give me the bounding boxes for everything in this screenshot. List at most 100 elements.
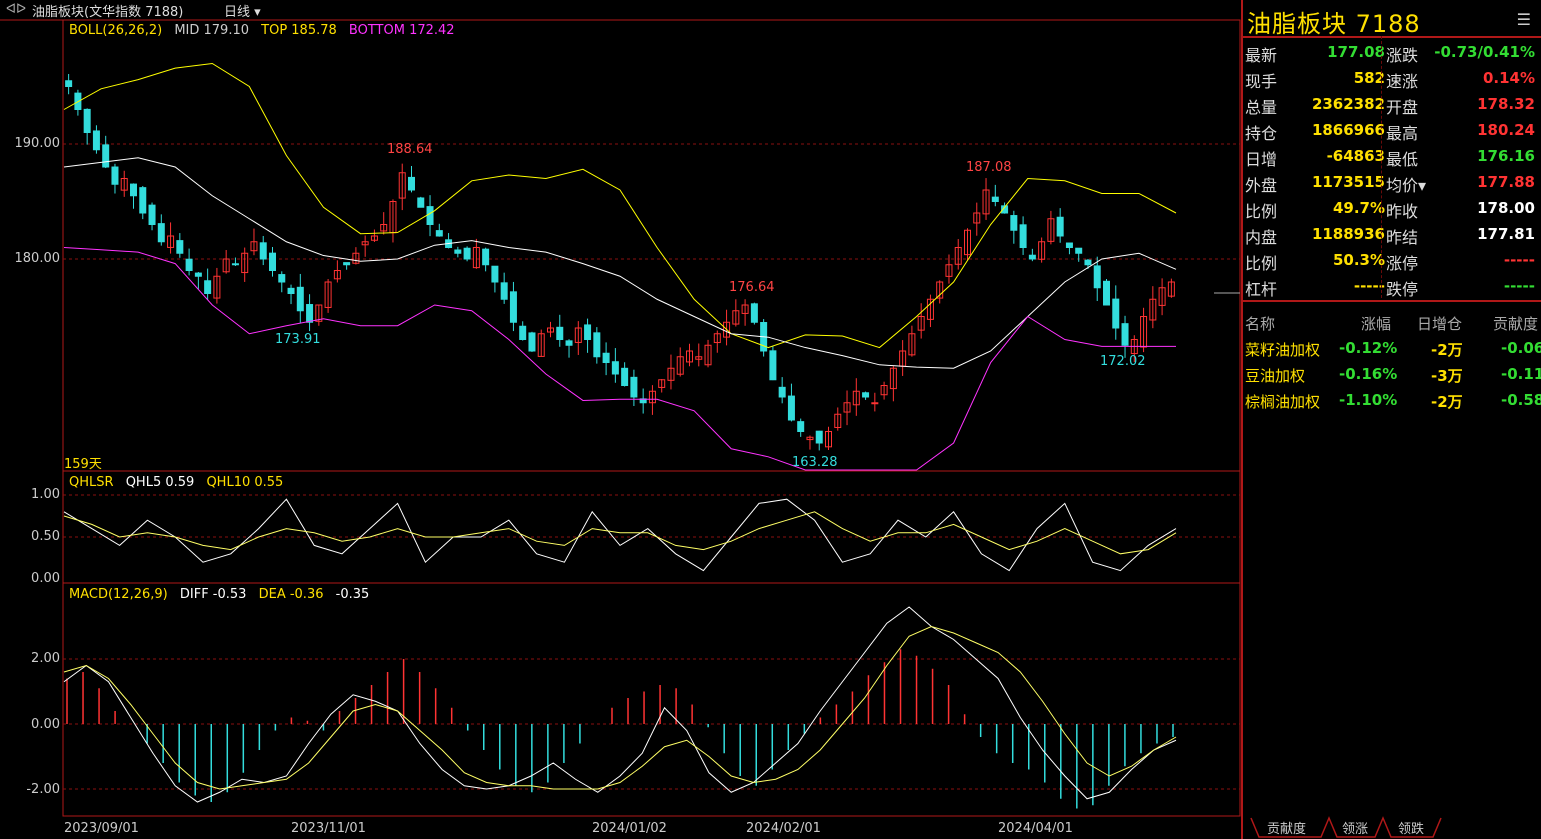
boll-label[interactable]: BOLL(26,26,2) [69, 23, 163, 38]
contrib-row[interactable]: 棕榈油加权 -1.10% -2万 -0.58 [1243, 388, 1541, 414]
quote-row: 现手 582 速涨 0.14% [1243, 64, 1541, 91]
quote-label: 杠杆 [1245, 280, 1278, 299]
chart-canvas[interactable] [0, 0, 1241, 839]
candle-body [426, 206, 434, 225]
candle-body [556, 326, 564, 340]
chart-title: 油脂板块(文华指数 7188) [32, 5, 184, 20]
candle-body [102, 144, 110, 168]
candle-body [333, 270, 341, 280]
candle-body [278, 274, 286, 283]
tab-contrib[interactable]: 贡献度 [1267, 822, 1307, 837]
high-annotation: 188.64 [387, 142, 433, 157]
candle-body [982, 189, 990, 215]
menu-icon[interactable]: ☰ [1516, 10, 1531, 29]
quote-row: 比例 49.7% 昨收 178.00 [1243, 194, 1541, 221]
candle-body [574, 327, 582, 343]
candle-body [1065, 242, 1073, 248]
candle-body [472, 247, 480, 269]
boll-indicator-bar: BOLL(26,26,2) MID 179.10 TOP 185.78 BOTT… [69, 23, 463, 38]
candle-body [732, 310, 740, 325]
contrib-change: -1.10% [1339, 391, 1398, 409]
quote-value: 2362382 [1311, 95, 1385, 113]
candle-body [621, 367, 629, 387]
macd-tick: 0.00 [31, 717, 60, 732]
tab-lead-up[interactable]: 领涨 [1342, 822, 1369, 837]
dea-value: DEA -0.36 [258, 587, 324, 602]
contrib-row[interactable]: 菜籽油加权 -0.12% -2万 -0.06 [1243, 336, 1541, 362]
x-label: 2023/11/01 [291, 821, 366, 836]
candle-body [185, 258, 193, 271]
candle-body [1019, 224, 1027, 249]
col-name[interactable]: 名称 [1245, 315, 1276, 333]
candle-body [241, 252, 249, 274]
x-label: 2024/04/01 [998, 821, 1073, 836]
quote-value: 1188936 [1311, 225, 1385, 243]
quote-value: 177.08 [1327, 43, 1385, 61]
quote-row: 杠杆 ----- 跌停 ----- [1243, 272, 1541, 299]
swap-icon[interactable]: ᐊᐅ [6, 2, 26, 17]
candle-body [259, 242, 267, 260]
contrib-name: 棕榈油加权 [1245, 393, 1321, 411]
quote-divider [1381, 36, 1382, 298]
contrib-oi: -2万 [1431, 393, 1463, 411]
contrib-row[interactable]: 豆油加权 -0.16% -3万 -0.11 [1243, 362, 1541, 388]
candle-body [296, 286, 304, 312]
candle-body [917, 316, 925, 331]
candle-body [528, 332, 536, 352]
qhlsr-label[interactable]: QHLSR [69, 475, 114, 490]
contrib-change: -0.12% [1339, 339, 1398, 357]
candle-body [648, 390, 656, 404]
candle-body [139, 187, 147, 214]
candle-body [565, 340, 573, 346]
candle-body [964, 229, 971, 256]
col-contrib[interactable]: 贡献度 [1493, 315, 1539, 333]
macd-panel-frame [62, 582, 1241, 817]
contrib-oi: -2万 [1431, 341, 1463, 359]
tab-lead-down[interactable]: 领跌 [1398, 822, 1425, 837]
candle-body [398, 172, 406, 199]
price-tick: 190.00 [14, 136, 61, 151]
candle-body [380, 224, 388, 232]
col-oi[interactable]: 日增仓 [1417, 315, 1463, 333]
candle-body [463, 247, 471, 260]
quote-value: 178.00 [1477, 199, 1535, 217]
candle-body [519, 325, 527, 340]
period-selector[interactable]: 日线 ▾ [224, 5, 261, 20]
candle-body [769, 350, 777, 381]
candle-body [750, 303, 758, 323]
contrib-table: 名称 涨幅 日增仓 贡献度 菜籽油加权 -0.12% -2万 -0.06 豆油加权 -0.… [1243, 310, 1541, 414]
quote-row: 最新 177.08 涨跌 -0.73/0.41% [1243, 38, 1541, 65]
candle-body [611, 361, 619, 375]
quote-label: 均价▾ [1386, 176, 1427, 195]
dea-line [63, 625, 1177, 790]
candle-body [695, 356, 703, 360]
quote-label: 总量 [1245, 98, 1278, 117]
candle-body [1056, 216, 1064, 237]
macd-label[interactable]: MACD(12,26,9) [69, 587, 168, 602]
candle-body [973, 212, 981, 224]
boll-mid-line [63, 157, 1177, 369]
candle-body [676, 356, 684, 375]
quote-value: 1866966 [1311, 121, 1385, 139]
candle-body [250, 241, 258, 252]
quote-value: 49.7% [1332, 199, 1385, 217]
days-label: 159天 [64, 457, 102, 472]
candle-body [194, 272, 202, 277]
bottom-tabs: 贡献度 领涨 领跌 [1241, 816, 1541, 839]
quote-label: 最新 [1245, 46, 1278, 65]
quote-value: 582 [1353, 69, 1385, 87]
quote-row: 比例 50.3% 涨停 ----- [1243, 246, 1541, 273]
quote-label: 最低 [1386, 150, 1419, 169]
quote-grid: 最新 177.08 涨跌 -0.73/0.41% 现手 582 速涨 0.14% 总量 23623… [1243, 36, 1541, 299]
candle-body [547, 327, 554, 333]
candle-body [1158, 287, 1166, 306]
candle-body [584, 324, 592, 340]
contrib-header: 名称 涨幅 日增仓 贡献度 [1243, 310, 1541, 336]
candle-body [343, 262, 351, 266]
col-change[interactable]: 涨幅 [1361, 315, 1392, 333]
quote-value: 178.32 [1477, 95, 1535, 113]
candle-body [871, 402, 879, 405]
quote-value: 177.81 [1477, 225, 1535, 243]
qhl10-line [63, 511, 1177, 555]
candle-body [1010, 215, 1018, 231]
